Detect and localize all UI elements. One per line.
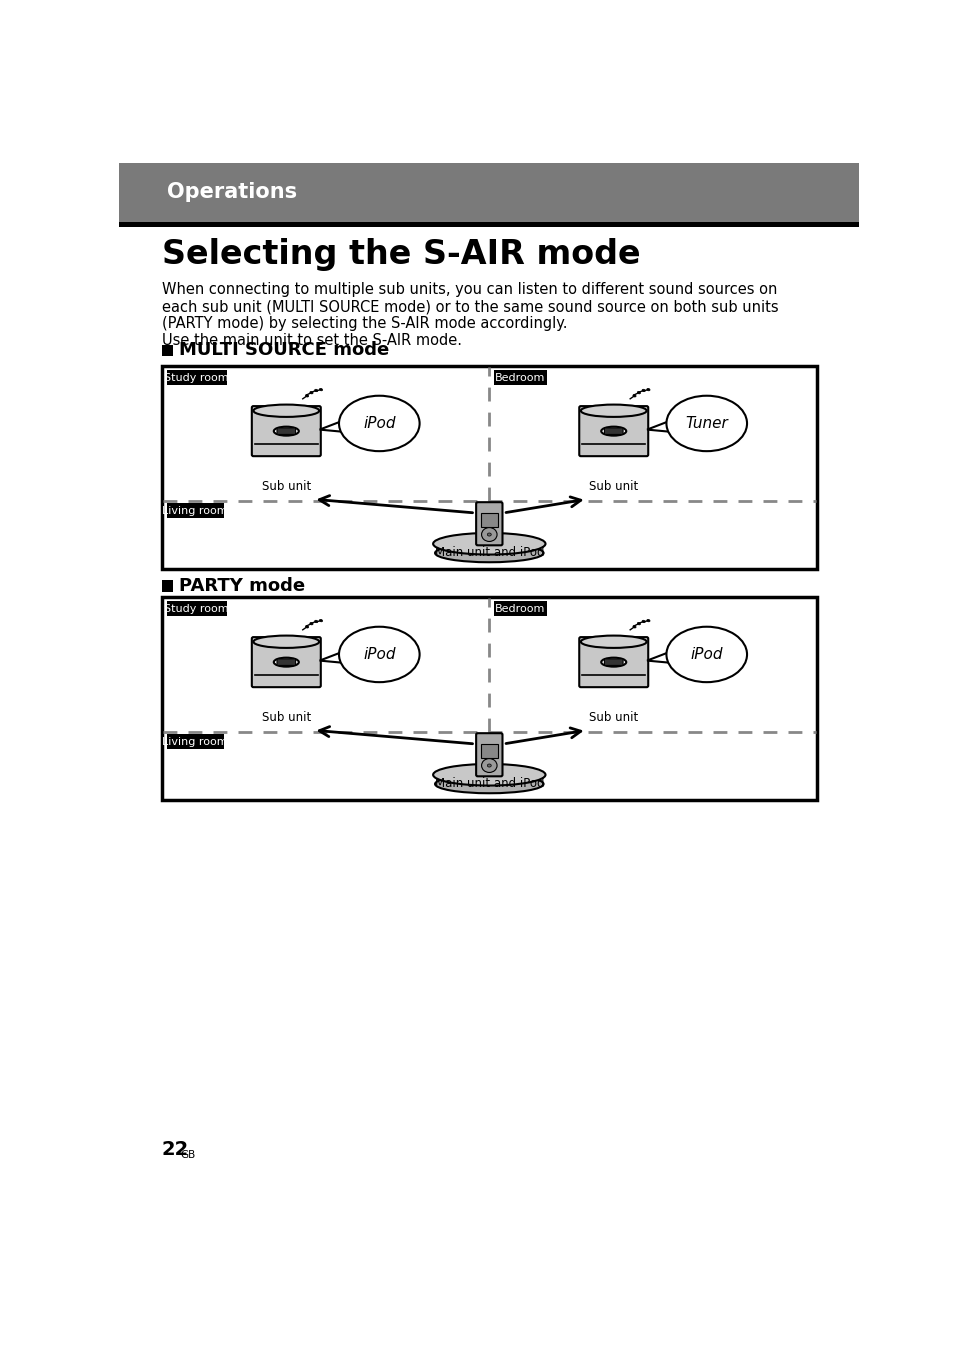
Text: (PARTY mode) by selecting the S-AIR mode accordingly.: (PARTY mode) by selecting the S-AIR mode… — [162, 316, 567, 331]
Text: Sub unit: Sub unit — [589, 711, 638, 725]
Bar — [162, 581, 173, 592]
Ellipse shape — [338, 396, 419, 451]
Ellipse shape — [433, 764, 545, 786]
Bar — [480, 513, 497, 527]
Text: Living room: Living room — [162, 737, 228, 746]
Text: When connecting to multiple sub units, you can listen to different sound sources: When connecting to multiple sub units, y… — [162, 282, 777, 297]
Ellipse shape — [666, 396, 746, 451]
Ellipse shape — [319, 388, 322, 391]
Ellipse shape — [600, 426, 625, 436]
Text: iPod: iPod — [363, 647, 395, 662]
Ellipse shape — [641, 389, 644, 392]
Ellipse shape — [580, 635, 646, 647]
FancyBboxPatch shape — [276, 660, 295, 665]
Text: iPod: iPod — [363, 417, 395, 432]
Ellipse shape — [274, 426, 298, 436]
Text: Sub unit: Sub unit — [261, 711, 311, 725]
Text: Sub unit: Sub unit — [589, 480, 638, 493]
Bar — [119, 223, 858, 227]
Text: iPod: iPod — [690, 647, 722, 662]
Ellipse shape — [253, 635, 319, 647]
Ellipse shape — [481, 759, 497, 772]
Text: Bedroom: Bedroom — [495, 373, 545, 383]
Polygon shape — [646, 651, 670, 662]
Text: Selecting the S-AIR mode: Selecting the S-AIR mode — [162, 237, 639, 271]
Ellipse shape — [253, 404, 319, 417]
Bar — [162, 345, 173, 356]
Ellipse shape — [637, 391, 639, 394]
Text: MULTI SOURCE mode: MULTI SOURCE mode — [179, 342, 389, 360]
Ellipse shape — [632, 626, 636, 628]
Ellipse shape — [314, 620, 317, 623]
FancyBboxPatch shape — [476, 733, 502, 776]
Ellipse shape — [487, 533, 491, 536]
Ellipse shape — [632, 395, 636, 398]
Text: Living room: Living room — [162, 506, 228, 516]
Bar — [167, 503, 224, 518]
Ellipse shape — [274, 658, 298, 666]
Bar — [480, 744, 497, 757]
Ellipse shape — [314, 389, 317, 392]
Ellipse shape — [646, 388, 649, 391]
Bar — [167, 601, 227, 616]
Ellipse shape — [435, 544, 543, 562]
Text: Use the main unit to set the S-AIR mode.: Use the main unit to set the S-AIR mode. — [162, 334, 461, 349]
FancyBboxPatch shape — [162, 597, 816, 799]
Ellipse shape — [481, 528, 497, 541]
Text: GB: GB — [180, 1151, 195, 1160]
Text: Main unit and iPod: Main unit and iPod — [435, 547, 543, 559]
Ellipse shape — [310, 623, 313, 624]
Ellipse shape — [600, 658, 625, 666]
FancyBboxPatch shape — [578, 406, 647, 456]
Ellipse shape — [305, 626, 309, 628]
Ellipse shape — [487, 764, 491, 767]
Text: Tuner: Tuner — [684, 417, 727, 432]
Ellipse shape — [580, 404, 646, 417]
Text: each sub unit (MULTI SOURCE mode) or to the same sound source on both sub units: each sub unit (MULTI SOURCE mode) or to … — [162, 300, 778, 315]
Ellipse shape — [666, 627, 746, 683]
Bar — [494, 370, 546, 385]
Text: 22: 22 — [162, 1140, 189, 1159]
Ellipse shape — [433, 533, 545, 555]
Ellipse shape — [646, 619, 649, 622]
Bar — [167, 370, 227, 385]
Ellipse shape — [319, 619, 322, 622]
Text: Main unit and iPod: Main unit and iPod — [435, 778, 543, 790]
Text: Study room: Study room — [164, 373, 229, 383]
Ellipse shape — [641, 620, 644, 623]
FancyBboxPatch shape — [162, 366, 816, 569]
Polygon shape — [319, 421, 342, 432]
Polygon shape — [646, 421, 670, 432]
Text: Operations: Operations — [167, 182, 297, 202]
Ellipse shape — [637, 623, 639, 624]
FancyBboxPatch shape — [476, 502, 502, 546]
FancyBboxPatch shape — [604, 660, 622, 665]
Ellipse shape — [338, 627, 419, 683]
Ellipse shape — [305, 395, 309, 398]
Ellipse shape — [310, 391, 313, 394]
FancyBboxPatch shape — [276, 427, 295, 434]
FancyBboxPatch shape — [252, 406, 320, 456]
Ellipse shape — [435, 775, 543, 794]
Text: Bedroom: Bedroom — [495, 604, 545, 613]
FancyBboxPatch shape — [578, 638, 647, 687]
FancyBboxPatch shape — [604, 427, 622, 434]
FancyBboxPatch shape — [252, 638, 320, 687]
Text: Sub unit: Sub unit — [261, 480, 311, 493]
Text: Study room: Study room — [164, 604, 229, 613]
Text: PARTY mode: PARTY mode — [179, 577, 305, 594]
Polygon shape — [319, 651, 342, 662]
Bar — [167, 734, 224, 749]
Bar — [494, 601, 546, 616]
Bar — [119, 163, 858, 223]
